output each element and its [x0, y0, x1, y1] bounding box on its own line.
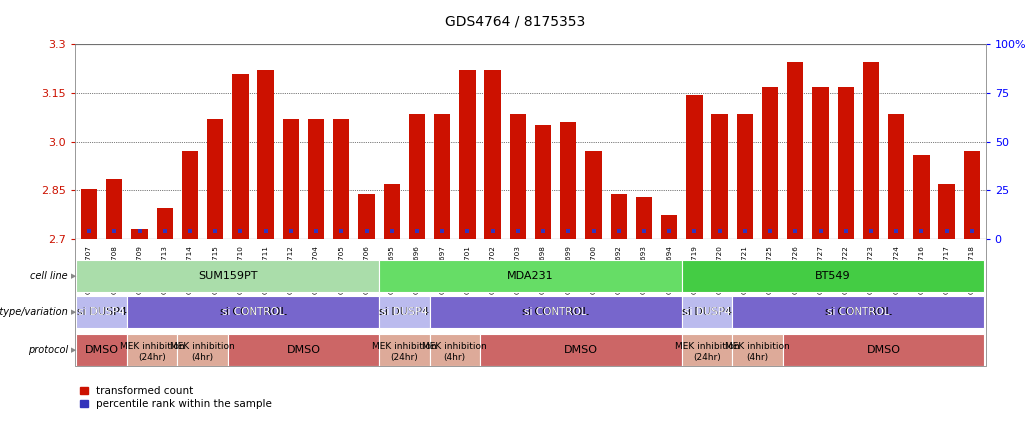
Text: si CONTROL: si CONTROL: [219, 307, 286, 317]
Bar: [535, 126, 551, 239]
Bar: [813, 87, 829, 239]
Bar: [510, 114, 526, 239]
Text: si CONTROL: si CONTROL: [825, 307, 892, 317]
Bar: [131, 229, 147, 239]
Text: si CONTROL: si CONTROL: [827, 307, 890, 317]
Text: si DUSP4: si DUSP4: [379, 307, 430, 317]
Text: (4hr): (4hr): [747, 352, 768, 362]
Bar: [686, 95, 702, 239]
Bar: [585, 151, 602, 239]
Text: si DUSP4: si DUSP4: [682, 307, 732, 317]
Text: SUM159PT: SUM159PT: [198, 271, 258, 281]
Text: si DUSP4: si DUSP4: [381, 307, 427, 317]
Legend: transformed count, percentile rank within the sample: transformed count, percentile rank withi…: [80, 386, 272, 409]
Text: DMSO: DMSO: [866, 345, 900, 355]
Bar: [938, 184, 955, 239]
Text: si CONTROL: si CONTROL: [221, 307, 284, 317]
Text: cell line: cell line: [30, 271, 68, 281]
Bar: [282, 119, 299, 239]
Bar: [736, 114, 753, 239]
Text: (24hr): (24hr): [693, 352, 721, 362]
Text: GDS4764 / 8175353: GDS4764 / 8175353: [445, 15, 585, 29]
Bar: [409, 114, 425, 239]
Bar: [434, 114, 450, 239]
Bar: [888, 114, 904, 239]
Text: MEK inhibition: MEK inhibition: [119, 342, 184, 351]
Bar: [914, 155, 930, 239]
Text: MEK inhibition: MEK inhibition: [170, 342, 235, 351]
Text: MDA231: MDA231: [507, 271, 554, 281]
Text: (4hr): (4hr): [444, 352, 466, 362]
Text: si DUSP4: si DUSP4: [76, 307, 127, 317]
Bar: [560, 122, 577, 239]
Bar: [837, 87, 854, 239]
Text: protocol: protocol: [28, 345, 68, 355]
Text: ▶: ▶: [71, 273, 76, 279]
Bar: [157, 208, 173, 239]
Bar: [258, 70, 274, 239]
Bar: [333, 119, 349, 239]
Bar: [383, 184, 400, 239]
Bar: [964, 151, 980, 239]
Text: DMSO: DMSO: [84, 345, 118, 355]
Text: si DUSP4: si DUSP4: [684, 307, 730, 317]
Bar: [863, 62, 880, 239]
Bar: [358, 194, 375, 239]
Bar: [661, 215, 678, 239]
Text: MEK inhibition: MEK inhibition: [675, 342, 740, 351]
Bar: [81, 189, 97, 239]
Bar: [636, 197, 652, 239]
Bar: [787, 62, 803, 239]
Text: DMSO: DMSO: [563, 345, 597, 355]
Text: MEK inhibition: MEK inhibition: [422, 342, 487, 351]
Text: si CONTROL: si CONTROL: [524, 307, 587, 317]
Text: genotype/variation: genotype/variation: [0, 307, 68, 317]
Bar: [484, 70, 501, 239]
Bar: [207, 119, 224, 239]
Bar: [181, 151, 198, 239]
Text: BT549: BT549: [816, 271, 851, 281]
Text: ▶: ▶: [71, 309, 76, 315]
Bar: [106, 179, 123, 239]
Text: DMSO: DMSO: [286, 345, 320, 355]
Text: MEK inhibition: MEK inhibition: [725, 342, 790, 351]
Text: si DUSP4: si DUSP4: [78, 307, 125, 317]
Text: (24hr): (24hr): [138, 352, 166, 362]
Text: (24hr): (24hr): [390, 352, 418, 362]
Bar: [308, 119, 324, 239]
Bar: [762, 87, 779, 239]
Text: si CONTROL: si CONTROL: [522, 307, 589, 317]
Text: MEK inhibition: MEK inhibition: [372, 342, 437, 351]
Bar: [232, 74, 248, 239]
Text: (4hr): (4hr): [192, 352, 213, 362]
Bar: [611, 194, 627, 239]
Bar: [712, 114, 728, 239]
Bar: [459, 70, 476, 239]
Text: ▶: ▶: [71, 347, 76, 353]
